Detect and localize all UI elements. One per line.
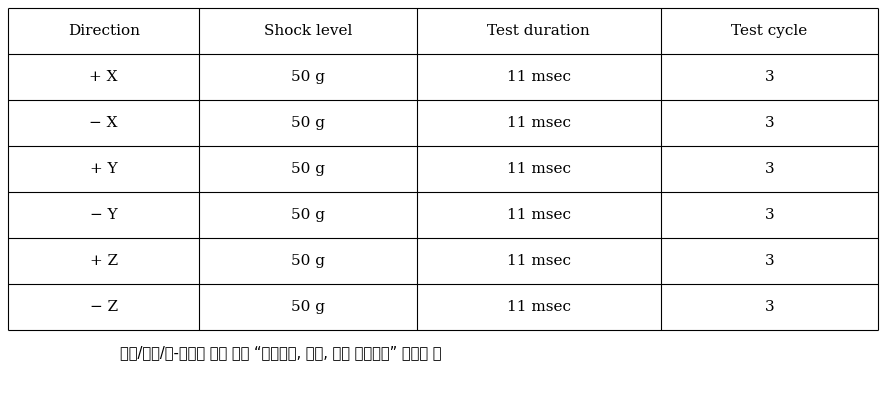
Text: 11 msec: 11 msec xyxy=(507,254,571,268)
Text: 50 g: 50 g xyxy=(291,254,325,268)
Text: − Y: − Y xyxy=(90,208,117,222)
Text: 11 msec: 11 msec xyxy=(507,116,571,130)
Text: 11 msec: 11 msec xyxy=(507,70,571,84)
Text: 11 msec: 11 msec xyxy=(507,208,571,222)
Text: 3: 3 xyxy=(764,208,774,222)
Text: 50 g: 50 g xyxy=(291,208,325,222)
Text: Test duration: Test duration xyxy=(487,24,590,38)
Text: Shock level: Shock level xyxy=(264,24,352,38)
Text: 3: 3 xyxy=(764,70,774,84)
Text: + X: + X xyxy=(90,70,118,84)
Text: 정현/랜덤/반-정현파 시험 전후 “외부누설, 지상, 진공 추력시험” 수행할 것: 정현/랜덤/반-정현파 시험 전후 “외부누설, 지상, 진공 추력시험” 수행… xyxy=(120,345,442,360)
Text: 11 msec: 11 msec xyxy=(507,300,571,314)
Text: Test cycle: Test cycle xyxy=(731,24,807,38)
Text: − Z: − Z xyxy=(90,300,117,314)
Text: + Y: + Y xyxy=(90,162,117,176)
Text: 3: 3 xyxy=(764,116,774,130)
Text: 50 g: 50 g xyxy=(291,70,325,84)
Text: 3: 3 xyxy=(764,162,774,176)
Text: 3: 3 xyxy=(764,254,774,268)
Text: 50 g: 50 g xyxy=(291,116,325,130)
Text: Direction: Direction xyxy=(68,24,140,38)
Text: 11 msec: 11 msec xyxy=(507,162,571,176)
Text: 3: 3 xyxy=(764,300,774,314)
Text: 50 g: 50 g xyxy=(291,300,325,314)
Text: 50 g: 50 g xyxy=(291,162,325,176)
Text: − X: − X xyxy=(90,116,118,130)
Text: + Z: + Z xyxy=(90,254,117,268)
